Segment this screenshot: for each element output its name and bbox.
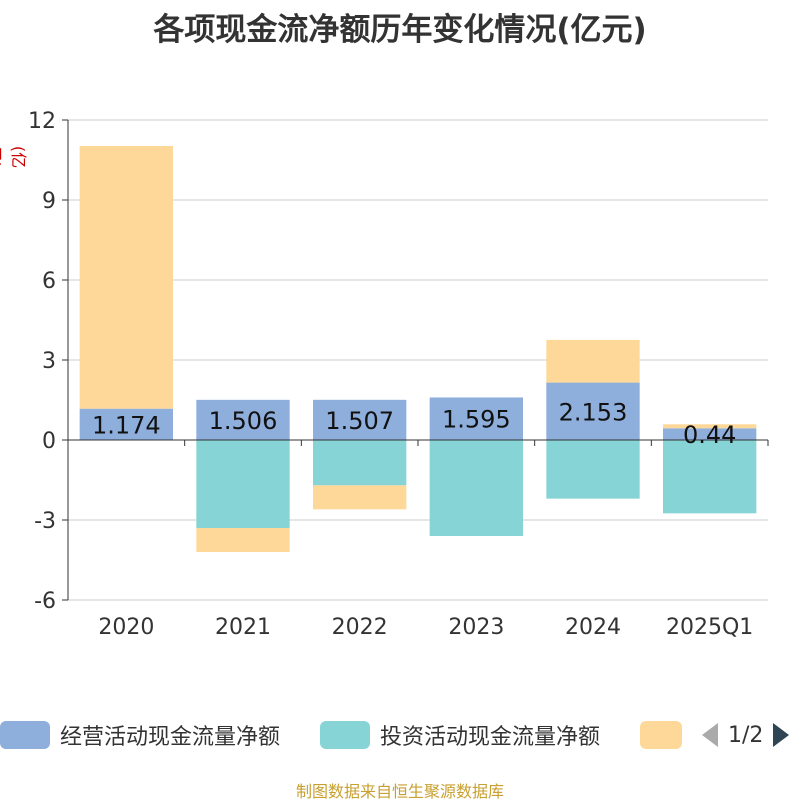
bar-segment-3-2025Q1 bbox=[663, 424, 757, 429]
legend-page-indicator: 1/2 bbox=[728, 722, 764, 748]
bar-segment-1-2024 bbox=[546, 382, 640, 440]
y-tick-label: 12 bbox=[28, 109, 56, 134]
legend-swatch-third bbox=[640, 721, 682, 749]
data-label-2024: 2.153 bbox=[559, 398, 628, 426]
chart-title: 各项现金流净额历年变化情况(亿元) bbox=[153, 12, 647, 48]
y-tick-label: 6 bbox=[42, 269, 56, 294]
legend-label-operating: 经营活动现金流量净额 bbox=[60, 725, 281, 750]
legend-label-investing: 投资活动现金流量净额 bbox=[380, 725, 601, 750]
data-label-2022: 1.507 bbox=[325, 407, 394, 435]
x-tick-label-2025Q1: 2025Q1 bbox=[666, 615, 753, 640]
data-label-2020: 1.174 bbox=[92, 411, 161, 439]
bar-segment-3-2022 bbox=[313, 485, 407, 510]
legend-item-operating[interactable]: 经营活动现金流量净额 bbox=[0, 716, 280, 754]
legend-pager: 1/2 bbox=[700, 716, 800, 754]
x-tick-label-2020: 2020 bbox=[98, 615, 154, 640]
legend-swatch-operating bbox=[0, 721, 50, 749]
legend-swatch-investing bbox=[320, 721, 370, 749]
bar-segment-2-2022 bbox=[313, 440, 407, 486]
x-tick-label-2024: 2024 bbox=[565, 615, 621, 640]
x-tick-label-2021: 2021 bbox=[215, 615, 271, 640]
legend-item-third[interactable] bbox=[640, 716, 682, 754]
legend-item-investing[interactable]: 投资活动现金流量净额 bbox=[320, 716, 600, 754]
pager-prev-icon[interactable] bbox=[700, 720, 720, 750]
data-label-2021: 1.506 bbox=[209, 407, 278, 435]
data-label-2023: 1.595 bbox=[442, 406, 511, 434]
bar-segment-1-2020 bbox=[79, 408, 173, 440]
y-tick-label: -6 bbox=[34, 589, 56, 614]
bar-segment-1-2021 bbox=[196, 399, 290, 440]
y-tick-label: 3 bbox=[42, 349, 56, 374]
source-note: 制图数据来自恒生聚源数据库 bbox=[295, 782, 504, 801]
bar-segment-1-2023 bbox=[429, 397, 523, 440]
bar-segment-2-2023 bbox=[429, 440, 523, 536]
data-label-2025Q1: 0.44 bbox=[683, 421, 736, 449]
y-tick-label: 9 bbox=[42, 189, 56, 214]
bar-segment-2-2024 bbox=[546, 440, 640, 499]
bar-segment-1-2022 bbox=[313, 399, 407, 440]
y-tick-label: 0 bbox=[42, 429, 56, 454]
bar-segment-3-2020 bbox=[79, 146, 173, 409]
x-tick-label-2023: 2023 bbox=[448, 615, 504, 640]
pager-next-icon[interactable] bbox=[771, 720, 791, 750]
y-tick-label: -3 bbox=[34, 509, 56, 534]
bar-segment-2-2021 bbox=[196, 440, 290, 528]
bar-segment-3-2021 bbox=[196, 528, 290, 552]
bar-segment-1-2025Q1 bbox=[663, 428, 757, 440]
bar-segment-3-2024 bbox=[546, 339, 640, 383]
bar-segment-2-2025Q1 bbox=[663, 440, 757, 514]
chart-plot: 12 9 6 3 0 -3 -6 2020 2021 2022 2023 2024 2025Q1 1.17… bbox=[28, 109, 769, 640]
x-tick-label-2022: 2022 bbox=[332, 615, 388, 640]
